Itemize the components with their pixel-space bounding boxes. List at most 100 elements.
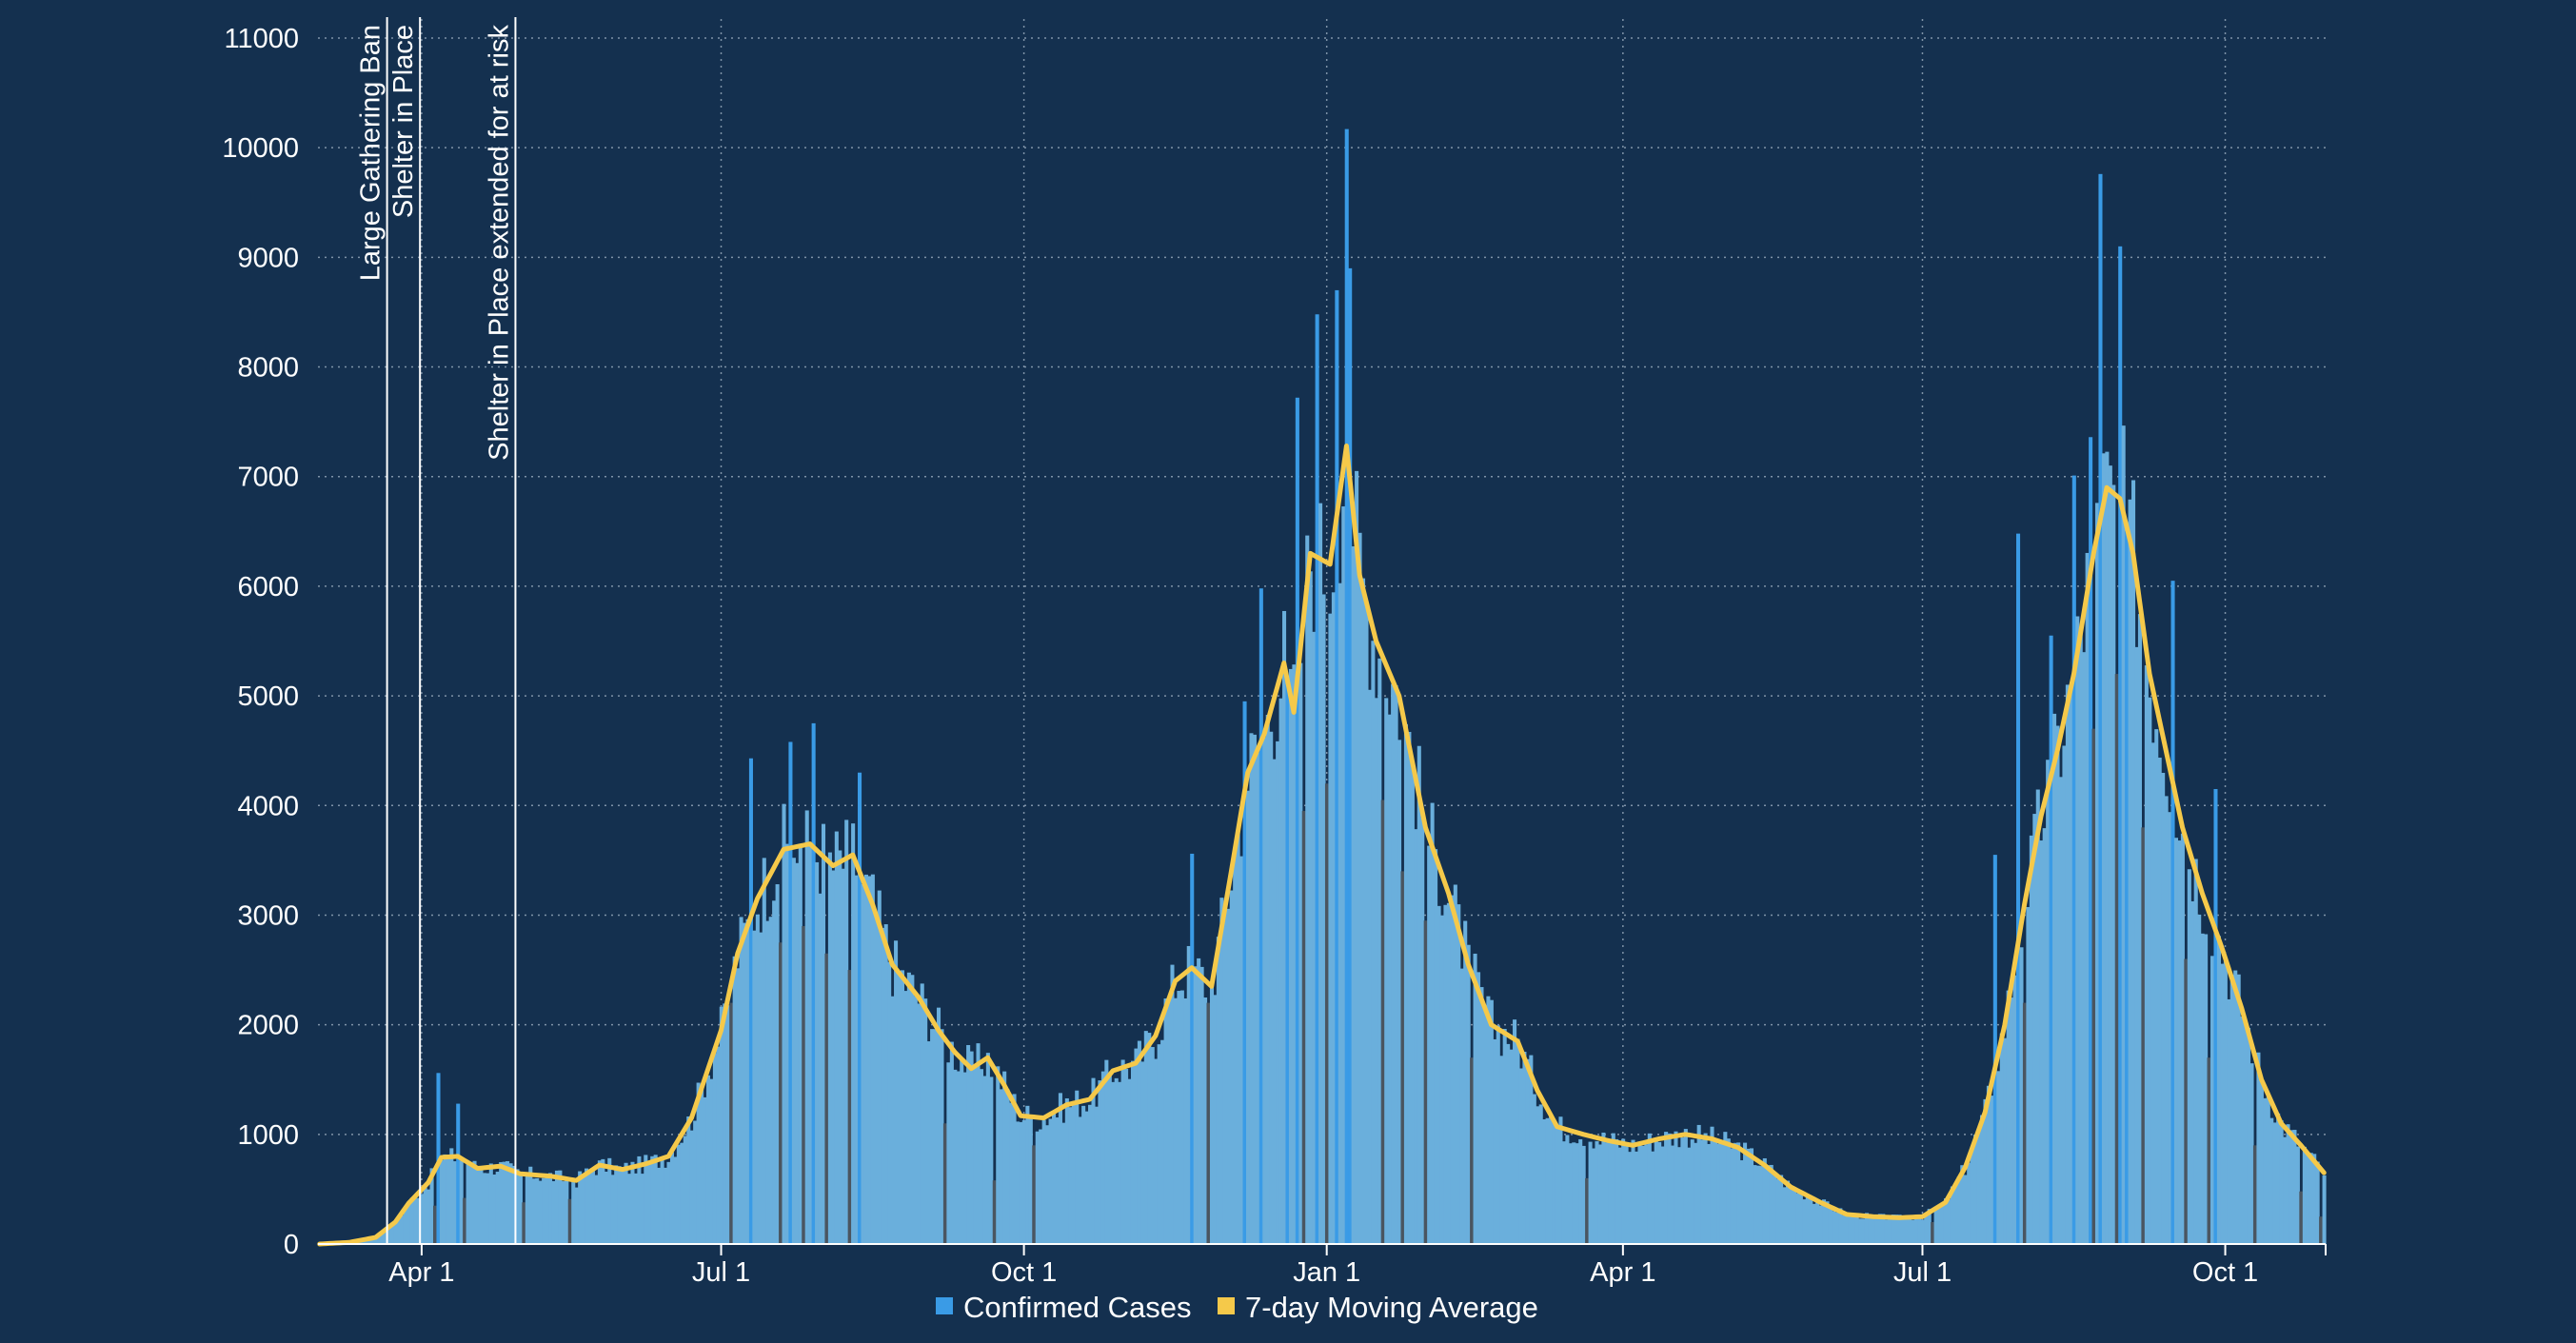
case-bar [630,1161,635,1244]
case-bar [2302,1146,2307,1244]
case-bar [1019,1121,1023,1244]
case-bar [976,1043,981,1244]
case-bar [660,1159,664,1244]
case-bar [1864,1213,1870,1244]
case-bar [1545,1117,1550,1244]
case-bar [554,1170,559,1244]
case-bar [2071,475,2076,1245]
case-bar [906,972,911,1244]
case-bar [429,1168,434,1244]
case-bar [1338,583,1342,1244]
case-bar [2078,632,2083,1244]
y-tick-label: 5000 [237,681,299,712]
case-bar [1256,752,1260,1244]
case-bar [2125,531,2130,1244]
case-bar [406,1204,411,1244]
case-bar [1637,1141,1642,1244]
case-bar [1608,1141,1613,1244]
case-bar [1664,1132,1669,1244]
case-bar [2308,1153,2313,1244]
case-bar [1137,1040,1141,1244]
case-bar [1414,829,1418,1244]
case-bar [2026,907,2031,1244]
case-bar [1242,701,1247,1244]
case-bar [610,1175,615,1244]
case-bar [1775,1178,1780,1244]
case-bar [1597,1144,1602,1244]
case-bar [1318,503,1323,1244]
case-bar [1380,800,1385,1244]
case-bar [1690,1139,1694,1244]
case-bar [2299,1191,2304,1244]
case-bar [989,1076,994,1244]
case-bar [1651,1151,1655,1244]
case-bar [2233,970,2238,1244]
case-bar [748,758,753,1244]
case-bar [2029,835,2033,1244]
case-bar [511,1165,517,1244]
case-bar [2105,451,2110,1244]
case-bar [386,1225,391,1244]
case-bar [561,1181,565,1244]
case-bar [594,1175,599,1244]
case-bar [798,846,803,1244]
case-bar [2062,745,2067,1244]
case-bar [1486,996,1491,1244]
case-bar [452,1161,457,1244]
case-bar [1269,731,1274,1244]
case-bar [578,1171,583,1244]
case-bar [390,1226,395,1244]
case-bar [1917,1216,1922,1244]
case-bar [2279,1120,2284,1244]
case-bar [1901,1219,1906,1244]
case-bar [1933,1208,1938,1244]
case-bar [1282,610,1287,1244]
case-bar [1206,1002,1211,1244]
case-bar [1996,1071,2001,1244]
case-bar [703,1096,707,1244]
case-bar [416,1197,421,1244]
case-bar [492,1175,497,1244]
case-bar [795,862,800,1244]
case-bar [1193,966,1198,1244]
case-bar [522,1202,526,1244]
case-bar [528,1166,533,1244]
case-bar [2065,684,2070,1244]
case-bar [446,1155,450,1244]
case-bar [2042,828,2047,1244]
case-bar [768,917,773,1244]
case-bar [1252,734,1257,1244]
case-bar [673,1156,678,1244]
case-bar [2128,499,2132,1244]
case-bar [1285,679,1290,1244]
case-bar [1979,1115,1985,1244]
case-bar [1292,664,1297,1244]
case-bar [2016,533,2021,1244]
case-bar [463,1197,467,1244]
case-bar [1782,1187,1787,1244]
case-bar [1127,1078,1132,1244]
case-bar [657,1167,662,1244]
case-bar [779,942,783,1244]
case-bar [515,1169,520,1244]
y-tick-label: 6000 [237,572,299,602]
case-bar [2075,616,2080,1244]
case-bar [558,1170,563,1244]
case-bar [2286,1124,2290,1244]
case-bar [930,1029,935,1244]
case-bar [2283,1136,2288,1244]
case-bar [567,1198,572,1244]
case-bar [508,1163,513,1244]
case-bar [646,1163,651,1244]
case-bar [1150,1047,1155,1244]
case-bar [1035,1131,1040,1244]
case-bar [1877,1214,1882,1244]
case-bar [433,1205,438,1244]
case-bar [949,1041,954,1244]
case-bar [1367,689,1372,1244]
case-bar [985,1053,990,1244]
case-bar [917,1003,921,1244]
case-bar [1578,1138,1583,1244]
case-bar [1348,267,1353,1244]
